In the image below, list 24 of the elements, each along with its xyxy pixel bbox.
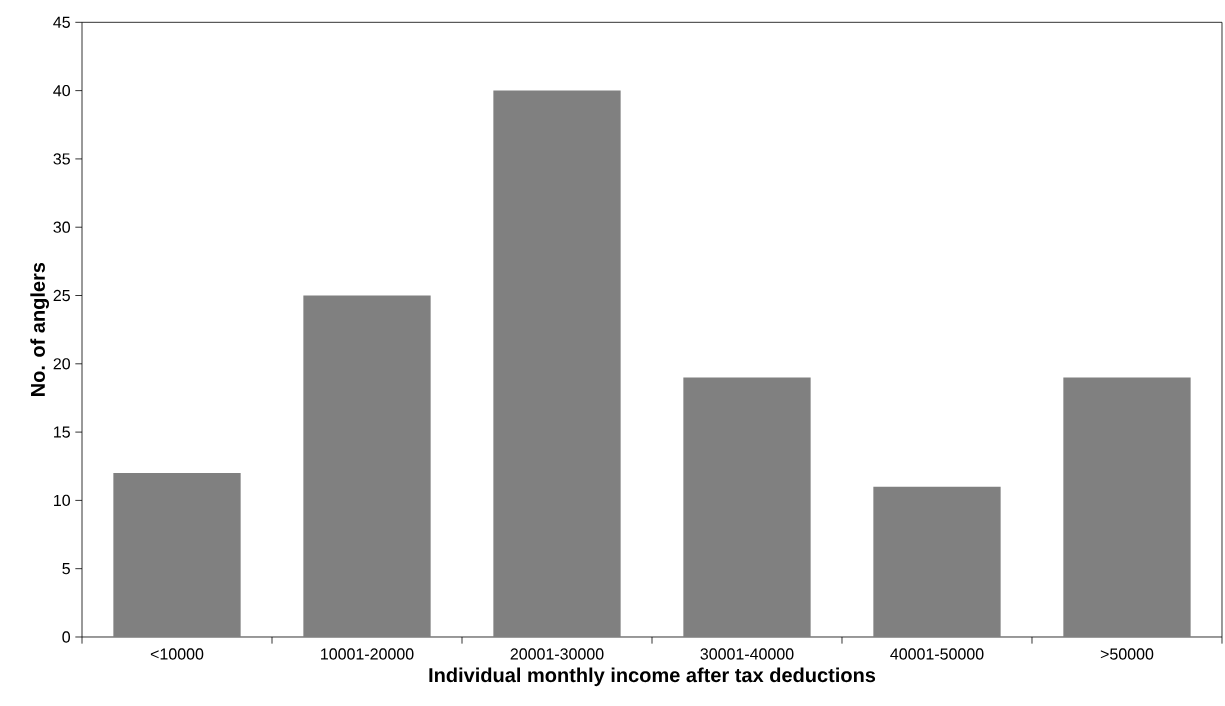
y-tick-label: 40 [53,84,71,97]
x-tick-label: 40001-50000 [890,648,984,660]
y-tick-label: 10 [54,494,71,507]
y-tick-label: 15 [54,426,70,438]
y-tick-label: 20 [53,358,71,370]
y-tick-label: 30 [53,221,71,233]
y-tick-label: 25 [53,289,70,302]
x-tick-label: <10000 [150,648,204,660]
y-axis-title: No. of anglers [30,262,50,396]
y-tick-label: 0 [62,631,71,643]
bar [493,90,621,637]
x-tick-label: >50000 [1100,648,1154,660]
bar [303,295,431,637]
bar [1063,377,1191,637]
x-tick-label: 10001-20000 [321,648,414,660]
bar [683,377,811,637]
y-tick-label: 45 [53,16,70,28]
y-tick-label: 35 [53,153,70,165]
x-tick-label: 30001-40000 [700,648,794,660]
x-axis-title: Individual monthly income after tax deductions [429,667,876,687]
y-tick-label: 5 [62,563,70,575]
bar [873,486,1001,637]
x-tick-label: 20001-30000 [510,648,604,660]
bar [113,473,241,637]
